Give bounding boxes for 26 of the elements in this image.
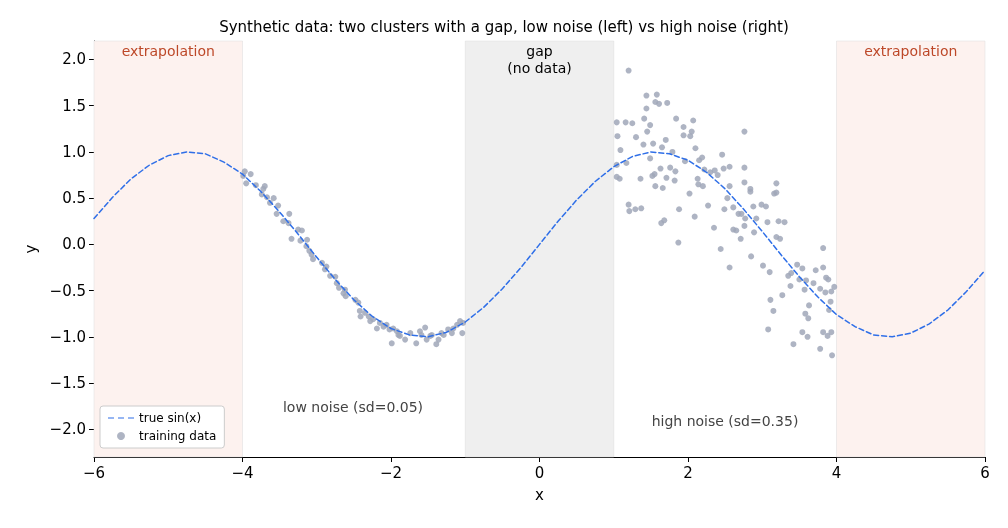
band-label: extrapolation [121, 43, 215, 60]
y-tick-label: 0.0 [62, 235, 86, 254]
y-tick-label: −1.0 [49, 327, 86, 346]
x-tick-label: −2 [379, 463, 403, 482]
y-tick-label: 2.0 [62, 50, 86, 69]
legend-label: true sin(x) [139, 411, 202, 425]
y-tick-label: −0.5 [49, 281, 86, 300]
y-tick-label: 1.5 [62, 96, 86, 115]
x-tick-label: 2 [683, 463, 693, 482]
legend-label: training data [139, 429, 217, 443]
y-tick-label: −1.5 [49, 374, 86, 393]
x-tick-label: 4 [831, 463, 842, 482]
y-tick-label: −2.0 [49, 420, 86, 439]
y-tick-label: 0.5 [62, 189, 86, 208]
band-label: gap (no data) [507, 43, 572, 77]
y-axis-title: y [22, 244, 41, 254]
x-tick-label: 0 [534, 463, 545, 482]
x-tick-label: 6 [980, 463, 990, 482]
annotation: low noise (sd=0.05) [282, 399, 424, 415]
annotation: high noise (sd=0.35) [651, 413, 799, 429]
x-tick-label: −6 [82, 463, 106, 482]
x-axis-title: x [535, 485, 545, 504]
chart-title: Synthetic data: two clusters with a gap, low noise (left) vs high noise (right) [219, 17, 789, 36]
x-tick-label: −4 [231, 463, 254, 482]
y-tick-label: 1.0 [62, 142, 86, 161]
band-label: extrapolation [864, 43, 958, 60]
